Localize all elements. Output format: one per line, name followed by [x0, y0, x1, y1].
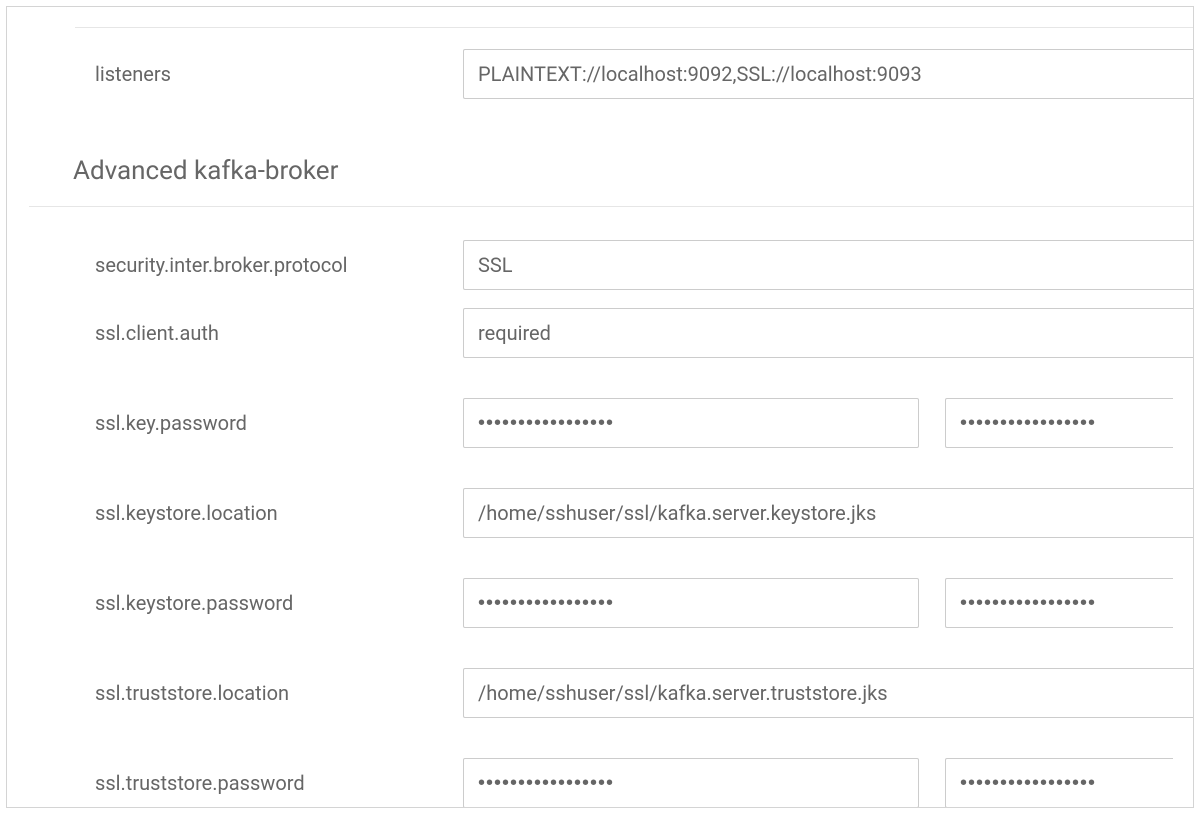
listeners-label: listeners — [95, 62, 463, 86]
section-divider — [29, 206, 1193, 207]
ssl-truststore-password-input[interactable] — [463, 758, 919, 808]
ssl-key-password-label: ssl.key.password — [95, 411, 463, 435]
top-divider — [75, 27, 1193, 28]
ssl-key-password-confirm-input[interactable] — [945, 398, 1173, 448]
ssl-keystore-location-row: ssl.keystore.location — [7, 485, 1193, 541]
ssl-keystore-location-label: ssl.keystore.location — [95, 501, 463, 525]
ssl-keystore-password-confirm-input[interactable] — [945, 578, 1173, 628]
config-panel: listeners Advanced kafka-broker security… — [6, 6, 1194, 808]
ssl-key-password-row: ssl.key.password — [7, 395, 1193, 451]
ssl-truststore-location-row: ssl.truststore.location — [7, 665, 1193, 721]
security-inter-broker-protocol-row: security.inter.broker.protocol — [7, 237, 1193, 293]
ssl-truststore-location-label: ssl.truststore.location — [95, 681, 463, 705]
ssl-truststore-password-confirm-input[interactable] — [945, 758, 1173, 808]
ssl-truststore-password-label: ssl.truststore.password — [95, 771, 463, 795]
ssl-client-auth-input[interactable] — [463, 308, 1193, 358]
ssl-client-auth-row: ssl.client.auth — [7, 305, 1193, 361]
ssl-truststore-location-input[interactable] — [463, 668, 1193, 718]
ssl-keystore-password-input[interactable] — [463, 578, 919, 628]
listeners-input[interactable] — [463, 49, 1193, 99]
advanced-kafka-broker-heading: Advanced kafka-broker — [7, 156, 1193, 186]
ssl-key-password-input[interactable] — [463, 398, 919, 448]
ssl-client-auth-label: ssl.client.auth — [95, 321, 463, 345]
security-inter-broker-protocol-label: security.inter.broker.protocol — [95, 253, 463, 277]
ssl-keystore-password-row: ssl.keystore.password — [7, 575, 1193, 631]
ssl-keystore-password-label: ssl.keystore.password — [95, 591, 463, 615]
ssl-keystore-location-input[interactable] — [463, 488, 1193, 538]
ssl-truststore-password-row: ssl.truststore.password — [7, 755, 1193, 808]
listeners-row: listeners — [7, 46, 1193, 102]
security-inter-broker-protocol-input[interactable] — [463, 240, 1193, 290]
